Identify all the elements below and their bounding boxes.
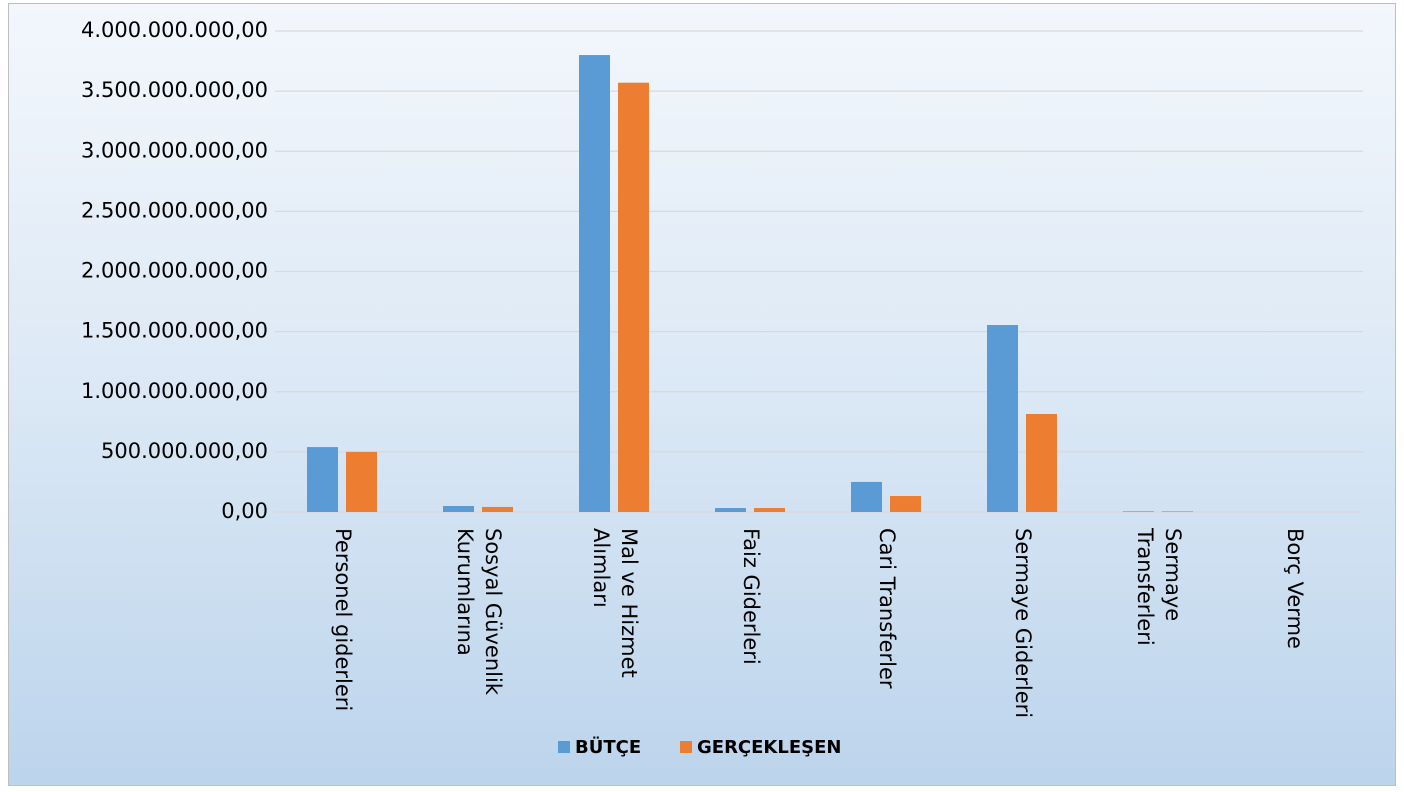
bar bbox=[890, 496, 921, 512]
y-tick-label: 2.500.000.000,00 bbox=[81, 198, 268, 222]
x-tick-label: Mal ve Hizmet Alımları bbox=[589, 528, 641, 678]
chart-area bbox=[8, 3, 1396, 786]
bar bbox=[1123, 511, 1154, 512]
bar bbox=[443, 505, 474, 512]
x-tick-label: Borç Verme bbox=[1283, 528, 1307, 649]
bar bbox=[1162, 511, 1193, 512]
bar bbox=[987, 325, 1018, 512]
x-tick-label: Sermaye Transferleri bbox=[1133, 528, 1185, 646]
bar bbox=[754, 508, 785, 512]
x-tick-label: Sosyal Güvenlik Kurumlarına bbox=[453, 528, 505, 695]
legend-swatch bbox=[558, 741, 570, 753]
x-tick-label: Faiz Giderleri bbox=[739, 528, 763, 665]
y-tick-label: 500.000.000,00 bbox=[101, 439, 268, 463]
x-tick-label: Personel giderleri bbox=[331, 528, 355, 712]
bar bbox=[1026, 413, 1057, 512]
x-tick-label: Sermaye Giderleri bbox=[1011, 528, 1035, 719]
bar bbox=[851, 481, 882, 512]
bar bbox=[579, 55, 610, 513]
y-tick-label: 3.500.000.000,00 bbox=[81, 78, 268, 102]
y-tick-label: 3.000.000.000,00 bbox=[81, 138, 268, 162]
legend-swatch bbox=[680, 741, 692, 753]
y-tick-label: 1.500.000.000,00 bbox=[81, 319, 268, 343]
y-tick-label: 2.000.000.000,00 bbox=[81, 259, 268, 283]
x-tick-label: Cari Transferler bbox=[875, 528, 899, 689]
legend-label: GERÇEKLEŞEN bbox=[697, 737, 841, 758]
bar bbox=[715, 508, 746, 512]
bar bbox=[346, 451, 377, 512]
bar bbox=[307, 447, 338, 512]
bar bbox=[618, 82, 649, 513]
y-tick-label: 1.000.000.000,00 bbox=[81, 379, 268, 403]
bar bbox=[482, 506, 513, 512]
y-tick-label: 0,00 bbox=[221, 499, 268, 523]
y-tick-label: 4.000.000.000,00 bbox=[81, 18, 268, 42]
legend-label: BÜTÇE bbox=[575, 736, 641, 758]
